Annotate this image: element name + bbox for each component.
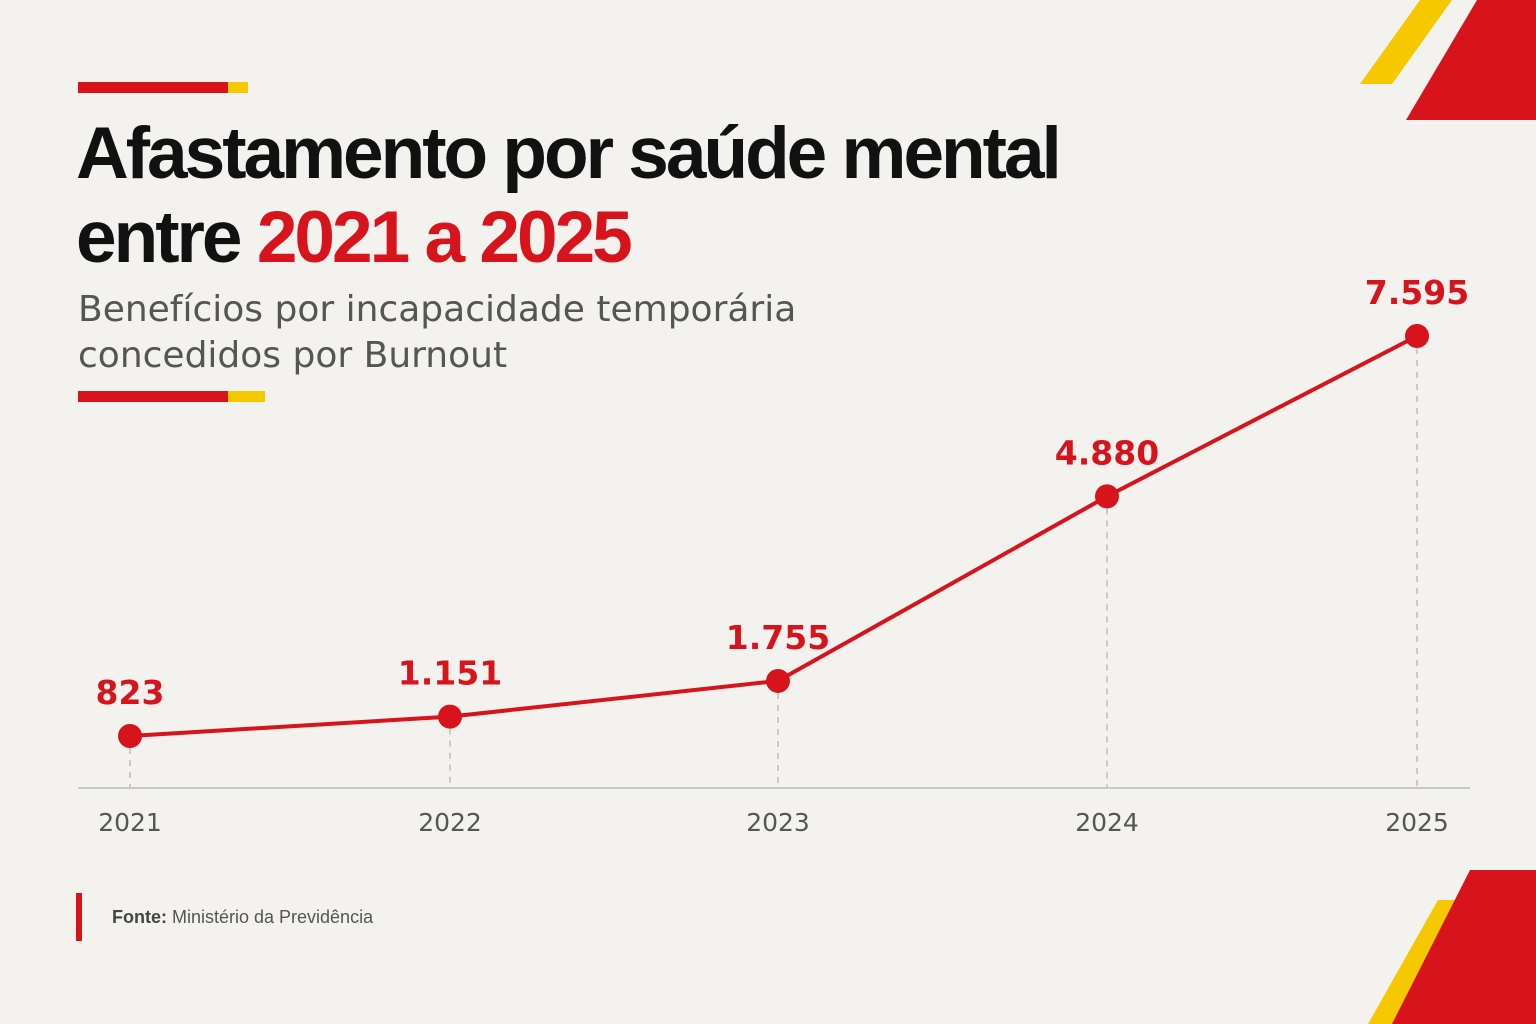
data-point-2023 (766, 668, 790, 693)
corner-stripes-top-right (1360, 0, 1536, 120)
data-point-2024 (1095, 484, 1119, 509)
title-line-2-prefix: entre (76, 197, 243, 278)
data-point-2021 (118, 724, 142, 748)
x-tick-label-2024: 2024 (1075, 808, 1139, 837)
value-labels: 823 1.151 1.755 4.880 7.595 (96, 273, 1470, 712)
subtitle-line-1: Benefícios por incapacidade temporária (78, 289, 797, 330)
corner-stripes-bottom-right (1368, 870, 1536, 1024)
value-label-2025: 7.595 (1365, 273, 1469, 312)
guide-lines (129, 348, 1418, 788)
value-label-2021: 823 (96, 673, 165, 712)
data-point-2022 (438, 704, 462, 729)
page-title: Afastamento por saúde mental entre 2021 … (76, 112, 1062, 280)
value-label-2022: 1.151 (398, 654, 502, 693)
x-tick-label-2023: 2023 (746, 808, 810, 837)
x-tick-labels: 2021 2022 2023 2024 2025 (98, 808, 1449, 837)
accent-bar-top (78, 82, 248, 93)
value-label-2024: 4.880 (1055, 433, 1159, 472)
subtitle-line-2: concedidos por Burnout (78, 335, 508, 376)
title-highlight-years: 2021 a 2025 (256, 197, 633, 278)
subtitle: Benefícios por incapacidade temporária c… (78, 287, 796, 379)
value-label-2023: 1.755 (726, 618, 830, 657)
x-tick-label-2022: 2022 (418, 808, 482, 837)
x-tick-label-2025: 2025 (1385, 808, 1449, 837)
accent-bar-bottom (78, 391, 265, 402)
data-point-2025 (1405, 324, 1429, 348)
source-note: Fonte: Ministério da Previdência (76, 893, 373, 941)
x-tick-label-2021: 2021 (98, 808, 162, 837)
source-label: Fonte: (112, 906, 167, 927)
source-text: Ministério da Previdência (171, 906, 374, 927)
title-line-1: Afastamento por saúde mental (76, 113, 1062, 194)
data-points (118, 324, 1429, 748)
